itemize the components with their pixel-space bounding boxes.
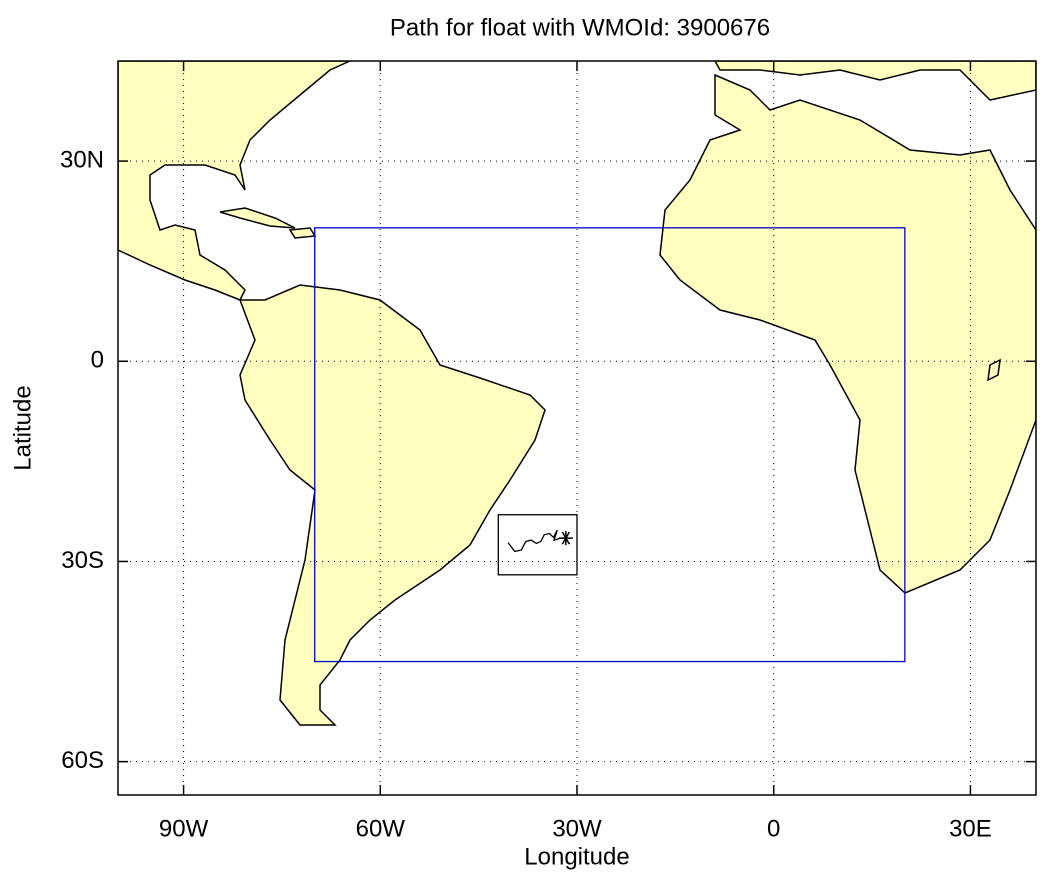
x-tick-label: 90W [159, 815, 209, 842]
y-tick-label: 30N [60, 146, 104, 173]
x-tick-label: 30E [949, 815, 992, 842]
land [118, 61, 1036, 726]
south-america [238, 284, 546, 726]
map-title: Path for float with WMOId: 3900676 [390, 14, 770, 41]
y-tick-label: 60S [61, 747, 104, 774]
x-tick-label: 30W [552, 815, 602, 842]
x-tick-label: 60W [356, 815, 406, 842]
y-tick-label: 30S [61, 547, 104, 574]
africa [659, 73, 1036, 594]
region-box [497, 514, 578, 576]
cuba [219, 207, 296, 229]
y-axis-label: Latitude [9, 385, 36, 470]
hispaniola [288, 227, 317, 239]
region-box [314, 227, 906, 663]
y-tick-label: 0 [91, 347, 104, 374]
float-track [507, 529, 566, 553]
x-tick-label: 0 [767, 815, 780, 842]
madagascar [987, 358, 1001, 382]
europe [714, 61, 1036, 101]
float-last-position [558, 531, 573, 546]
x-axis-label: Longitude [524, 843, 629, 870]
